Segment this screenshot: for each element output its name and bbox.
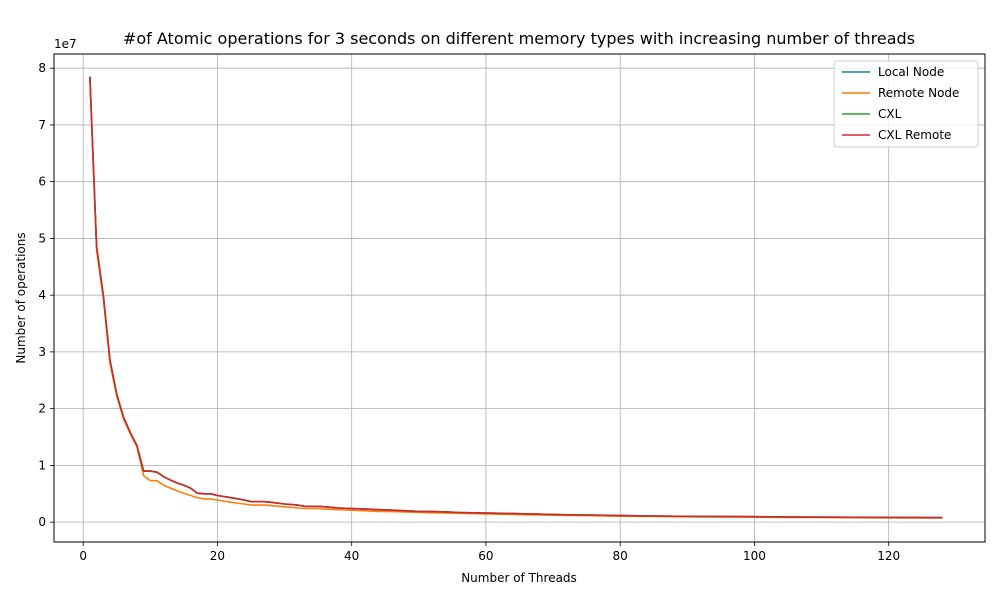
x-tick-label: 100 (743, 549, 766, 563)
y-tick-label: 7 (38, 118, 46, 132)
legend-entry: CXL (878, 107, 902, 121)
x-tick-label: 0 (79, 549, 87, 563)
x-tick-label: 40 (344, 549, 359, 563)
y-tick-label: 8 (38, 61, 46, 75)
plot-area-frame (53, 53, 986, 543)
legend-entry: Remote Node (878, 86, 959, 100)
grid-lines (54, 54, 985, 542)
y-tick-label: 4 (38, 288, 46, 302)
x-tick-label: 20 (210, 549, 225, 563)
x-tick-label: 120 (877, 549, 900, 563)
y-axis-label: Number of operations (14, 232, 28, 363)
legend-entry: Local Node (878, 65, 944, 79)
y-tick-label: 3 (38, 345, 46, 359)
y-offset-label: 1e7 (54, 37, 77, 51)
x-tick-label: 60 (478, 549, 493, 563)
legend-box (833, 60, 979, 148)
y-tick-label: 0 (38, 515, 46, 529)
y-axis-ticks: 0 1 2 3 4 5 6 7 8 (38, 61, 54, 529)
x-tick-label: 80 (613, 549, 628, 563)
series-lines (89, 76, 943, 519)
chart-title: #of Atomic operations for 3 seconds on d… (123, 29, 915, 48)
y-tick-label: 1 (38, 458, 46, 472)
x-axis-label: Number of Threads (461, 571, 577, 585)
y-tick-label: 6 (38, 175, 46, 189)
y-tick-label: 5 (38, 231, 46, 245)
x-axis-ticks: 0 20 40 60 80 100 120 (79, 542, 900, 563)
legend: Local Node Remote Node CXL CXL Remote (833, 60, 979, 148)
legend-entry: CXL Remote (878, 128, 951, 142)
series-line-cxl-remote (89, 76, 943, 519)
y-tick-label: 2 (38, 402, 46, 416)
